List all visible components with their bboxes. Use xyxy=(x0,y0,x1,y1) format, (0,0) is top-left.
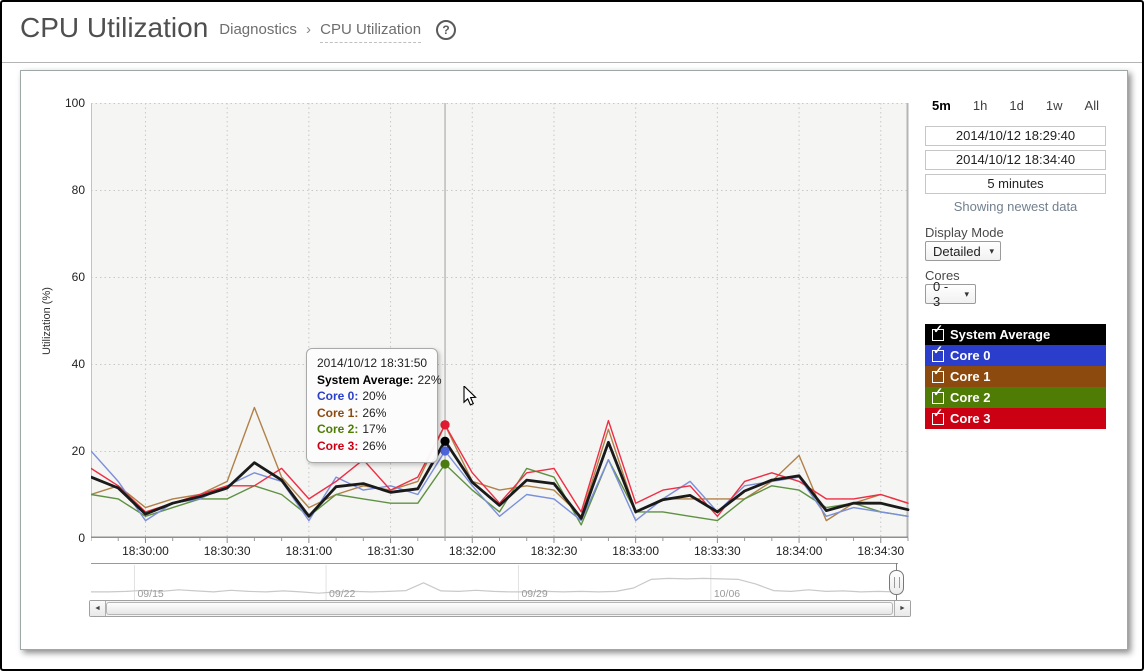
tooltip-series-value: 26% xyxy=(362,438,387,453)
legend-row-core-2[interactable]: ✓ Core 2 xyxy=(925,386,1106,408)
range-5m[interactable]: 5m xyxy=(932,98,951,113)
end-time-input[interactable]: 2014/10/12 18:34:40 xyxy=(925,150,1106,170)
scrollbar-left-arrow[interactable]: ◄ xyxy=(90,601,106,616)
range-1w[interactable]: 1w xyxy=(1045,98,1063,113)
tooltip-series-label: Core 0: xyxy=(317,389,359,403)
system-average-hover-dot xyxy=(440,436,450,446)
tooltip-row: Core 3: 26% xyxy=(317,438,427,455)
cores-value: 0 - 3 xyxy=(933,279,949,309)
legend-label: Core 1 xyxy=(950,369,991,384)
x-tick-label: 18:33:30 xyxy=(694,544,741,558)
tooltip-time: 2014/10/12 18:31:50 xyxy=(317,356,428,370)
core-3-line xyxy=(91,419,909,517)
overview-sparkline xyxy=(91,577,897,594)
overview-date-label: 09/22 xyxy=(329,588,356,600)
drag-handle-grip-icon xyxy=(893,577,900,588)
x-tick-label: 18:32:30 xyxy=(530,544,578,558)
mouse-cursor-icon xyxy=(463,386,477,406)
y-tick-label: 80 xyxy=(71,183,85,197)
range-1d[interactable]: 1d xyxy=(1009,98,1024,113)
range-all[interactable]: All xyxy=(1084,98,1099,113)
checkbox-checked-icon[interactable]: ✓ xyxy=(932,386,944,404)
legend-label: Core 3 xyxy=(950,411,991,426)
core-0-hover-dot xyxy=(440,446,450,456)
y-tick-label: 60 xyxy=(71,270,85,284)
legend-row-core-1[interactable]: ✓ Core 1 xyxy=(925,365,1106,387)
x-tick-label: 18:30:30 xyxy=(203,544,251,558)
cores-label: Cores xyxy=(925,268,960,283)
series-legend: ✓ System Average ✓ Core 0 ✓ Core 1 ✓ Cor… xyxy=(925,323,1106,429)
start-time-input[interactable]: 2014/10/12 18:29:40 xyxy=(925,126,1106,146)
duration-input[interactable]: 5 minutes xyxy=(925,174,1106,194)
overview-date-label: 09/29 xyxy=(521,588,548,600)
tooltip-series-label: Core 2: xyxy=(317,422,359,436)
scrollbar-right-arrow[interactable]: ► xyxy=(894,601,910,616)
chart-panel: Utilization (%) 0 20 40 60 80 100 18:30:00 18:… xyxy=(20,70,1128,650)
checkbox-checked-icon[interactable]: ✓ xyxy=(932,344,944,362)
display-mode-value: Detailed xyxy=(933,243,981,259)
breadcrumb-current[interactable]: CPU Utilization xyxy=(320,21,422,44)
range-1h[interactable]: 1h xyxy=(972,98,988,113)
x-tick-label: 18:34:00 xyxy=(775,544,823,558)
tooltip-series-label: Core 3: xyxy=(317,438,359,453)
checkbox-checked-icon[interactable]: ✓ xyxy=(932,407,944,425)
legend-label: Core 0 xyxy=(950,348,991,363)
tooltip-series-value: 22% xyxy=(417,372,442,387)
y-tick-label: 100 xyxy=(64,96,85,110)
core-3-hover-dot xyxy=(440,420,450,430)
x-tick-label: 18:30:00 xyxy=(122,544,169,558)
tooltip-row: Core 2: 17% xyxy=(317,421,427,438)
x-tick-label: 18:31:00 xyxy=(285,544,333,558)
legend-label: Core 2 xyxy=(950,390,991,405)
chevron-down-icon: ▾ xyxy=(989,245,994,256)
tooltip-row: Core 0: 20% xyxy=(317,388,427,405)
header-divider xyxy=(2,62,1142,63)
tooltip-series-label: Core 1: xyxy=(317,405,359,420)
overview-date-label: 10/06 xyxy=(713,588,741,600)
tooltip-series-value: 26% xyxy=(362,405,387,420)
checkbox-checked-icon[interactable]: ✓ xyxy=(932,365,944,383)
legend-row-core-0[interactable]: ✓ Core 0 xyxy=(925,344,1106,366)
tooltip-row: System Average: 22% xyxy=(317,372,442,389)
page-header: CPU Utilization Diagnostics › CPU Utiliz… xyxy=(20,12,457,44)
help-icon[interactable]: ? xyxy=(436,20,457,40)
tooltip-series-label: System Average: xyxy=(317,372,414,387)
chevron-down-icon: ▾ xyxy=(964,288,969,299)
cores-select[interactable]: 0 - 3 ▾ xyxy=(925,279,976,309)
chart-tooltip: 2014/10/12 18:31:50 System Average: 22% C… xyxy=(306,348,442,463)
page-title: CPU Utilization xyxy=(20,12,209,43)
x-tick-label: 18:33:00 xyxy=(612,544,660,558)
legend-label: System Average xyxy=(950,327,1051,342)
tooltip-row: Core 1: 26% xyxy=(317,405,427,422)
breadcrumb: Diagnostics › CPU Utilization xyxy=(219,21,422,44)
utilization-chart[interactable] xyxy=(91,103,910,545)
x-tick-label: 18:34:30 xyxy=(857,544,905,558)
time-range-selector: 5m 1h 1d 1w All xyxy=(925,98,1106,113)
scrollbar-thumb[interactable] xyxy=(106,602,893,615)
tooltip-series-value: 20% xyxy=(362,389,387,403)
overview-timeline[interactable] xyxy=(91,563,898,600)
display-mode-select[interactable]: Detailed ▾ xyxy=(925,241,1001,261)
breadcrumb-parent[interactable]: Diagnostics xyxy=(219,21,297,39)
overview-drag-handle[interactable] xyxy=(889,570,904,595)
system-average-line xyxy=(91,439,910,520)
display-mode-label: Display Mode xyxy=(925,225,1004,240)
y-tick-label: 20 xyxy=(71,444,85,458)
x-tick-label: 18:32:00 xyxy=(448,544,496,558)
legend-row-core-3[interactable]: ✓ Core 3 xyxy=(925,407,1106,429)
checkbox-checked-icon[interactable]: ✓ xyxy=(932,323,944,341)
time-scrollbar[interactable]: ◄ ► xyxy=(89,600,911,617)
core-2-hover-dot xyxy=(440,459,450,469)
y-tick-label: 0 xyxy=(78,531,85,545)
overview-date-label: 09/15 xyxy=(137,588,164,600)
y-axis-title: Utilization (%) xyxy=(41,287,53,355)
legend-row-system-average[interactable]: ✓ System Average xyxy=(925,323,1106,345)
x-tick-label: 18:31:30 xyxy=(367,544,414,558)
y-tick-label: 40 xyxy=(71,357,85,371)
core-2-line xyxy=(91,459,909,526)
tooltip-series-value: 17% xyxy=(362,422,387,436)
status-text: Showing newest data xyxy=(953,199,1078,214)
breadcrumb-separator-icon: › xyxy=(306,21,311,39)
